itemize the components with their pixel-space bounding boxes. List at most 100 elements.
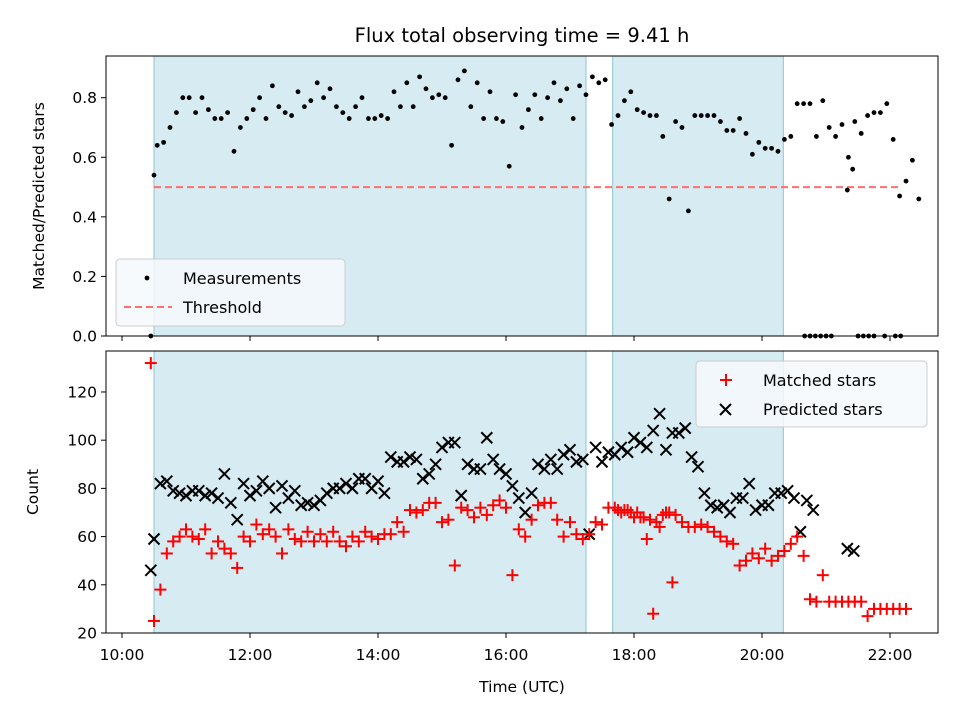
predicted-star-point	[262, 482, 276, 495]
predicted-star-point	[595, 455, 609, 469]
measurement-point	[878, 110, 883, 115]
measurement-point	[679, 125, 685, 130]
observing-interval-1	[153, 350, 587, 634]
count-x-ticks: 10:00 12:00 14:00 16:00 18:00 20:00 22:00	[100, 633, 912, 664]
measurement-point	[218, 116, 224, 121]
matched-star-point	[276, 547, 288, 560]
predicted-star-point	[358, 472, 372, 485]
matched-star-point	[359, 525, 372, 538]
matched-star-point	[493, 494, 506, 507]
matched-star-point	[372, 533, 384, 545]
ratio-y-tick-label: 0.0	[72, 328, 97, 346]
matched-star-point	[810, 595, 823, 608]
matched-star-point	[525, 513, 538, 526]
matched-star-point	[576, 533, 589, 545]
matched-star-point	[765, 554, 778, 567]
predicted-star-point	[685, 450, 698, 464]
measurement-point	[660, 134, 666, 139]
predicted-star-point	[410, 453, 423, 466]
predicted-star-point	[723, 506, 737, 519]
predicted-star-point	[627, 431, 641, 444]
matched-star-point	[551, 513, 564, 526]
matched-star-point	[301, 525, 314, 538]
matched-star-point	[333, 535, 346, 548]
predicted-star-point	[800, 494, 814, 507]
predicted-star-point	[570, 455, 583, 469]
matched-star-point	[327, 525, 340, 538]
measurement-point	[910, 157, 915, 163]
measurement-point	[359, 95, 365, 101]
predicted-star-point	[288, 484, 302, 498]
measurement-point	[257, 95, 262, 101]
matched-star-point	[461, 504, 474, 517]
matched-star-point	[772, 549, 784, 562]
predicted-star-point	[493, 462, 506, 476]
matched-star-point	[173, 530, 186, 543]
matched-star-point	[340, 540, 352, 553]
measurement-point	[884, 101, 890, 107]
predicted-star-point	[205, 486, 218, 500]
matched-star-point	[695, 518, 708, 531]
count-y-ticks: 20 40 60 80 100 120	[67, 383, 106, 643]
measurement-point	[615, 113, 621, 118]
measurement-point	[807, 101, 813, 107]
matched-star-point	[714, 530, 727, 543]
matched-star-point	[224, 547, 237, 560]
measurement-point	[244, 116, 250, 121]
count-panel: 20 40 60 80 100 120 10:00 12:00 14:00 16:00 18:00…	[24, 350, 939, 696]
measurement-point	[366, 116, 371, 121]
measurement-point	[852, 119, 858, 124]
matched-star-point	[778, 545, 791, 558]
predicted-star-point	[614, 441, 628, 454]
predicted-star-point	[448, 436, 462, 449]
measurement-point	[826, 125, 832, 130]
matched-star-point	[384, 528, 397, 541]
measurement-point	[174, 110, 179, 115]
predicted-star-point	[762, 499, 775, 512]
legend-measurements-label: Measurements	[183, 269, 301, 288]
measurement-point	[154, 142, 160, 148]
measurement-point	[743, 131, 749, 136]
ratio-legend: Measurements Threshold	[115, 258, 346, 327]
observing-interval-2	[612, 55, 784, 337]
measurement-point	[282, 110, 288, 115]
ratio-y-tick-label: 0.6	[72, 149, 97, 167]
legend-predicted-label: Predicted stars	[763, 400, 883, 419]
predicted-star-point	[678, 421, 692, 435]
measurement-point	[844, 187, 850, 193]
bottom-observing-intervals	[153, 350, 784, 634]
predicted-star-point	[474, 462, 487, 476]
predicted-star-point	[787, 491, 801, 505]
measurement-point	[577, 83, 582, 89]
predicted-star-point	[736, 491, 750, 505]
measurement-point	[801, 101, 806, 107]
matched-star-point	[663, 506, 676, 519]
matched-star-point	[212, 535, 224, 548]
matched-star-point	[570, 528, 583, 541]
measurement-point	[833, 134, 838, 139]
measurement-point	[602, 77, 608, 83]
count-y-tick-label: 20	[77, 625, 97, 643]
matched-star-point	[205, 547, 218, 560]
measurement-point	[897, 193, 902, 199]
measurement-point	[666, 196, 672, 202]
matched-star-point	[791, 530, 804, 543]
predicted-star-point	[525, 486, 538, 500]
measurement-point	[481, 116, 486, 121]
predicted-star-point	[640, 441, 654, 454]
ratio-x-ticks	[121, 336, 891, 341]
matched-star-point	[442, 513, 455, 526]
predicted-star-point	[749, 503, 762, 517]
matched-star-point	[346, 530, 359, 543]
count-y-tick-label: 80	[77, 480, 97, 498]
predicted-star-point	[847, 544, 860, 558]
measurement-point	[276, 104, 282, 110]
matched-star-point	[448, 559, 461, 572]
measurement-point	[730, 128, 736, 133]
measurement-point	[850, 166, 856, 172]
measurement-point	[314, 80, 320, 86]
matched-star-point	[752, 552, 765, 565]
x-tick-label: 12:00	[228, 646, 273, 664]
predicted-star-point	[179, 489, 193, 502]
matched-star-point	[404, 504, 416, 517]
